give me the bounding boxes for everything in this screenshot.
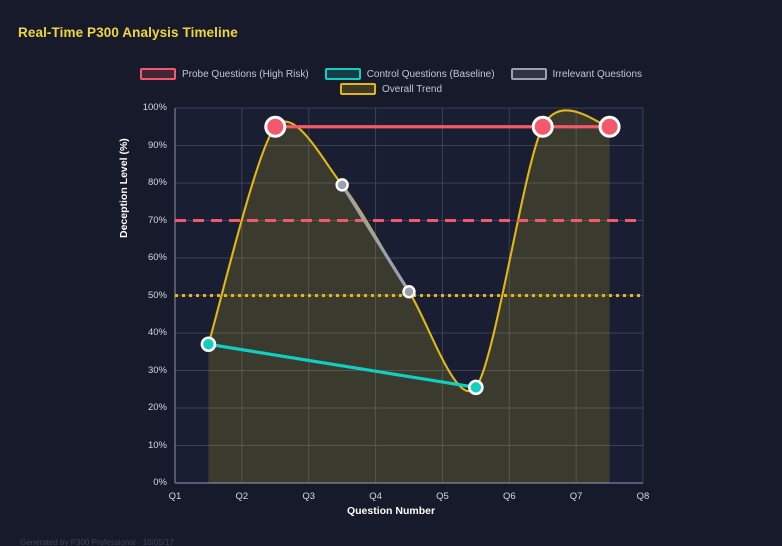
data-point-irrelevant[interactable] [402,285,416,299]
y-axis-tick-label: 80% [147,177,167,188]
page-title: Real-Time P300 Analysis Timeline [18,25,238,40]
footer-note: Generated by P300 Professional - 10/05/1… [20,538,174,546]
x-axis-tick-label: Q5 [436,491,449,502]
x-axis-tick-label: Q3 [302,491,316,502]
x-axis-tick-label: Q2 [235,491,249,502]
data-point-probe[interactable] [264,115,287,138]
data-point-probe[interactable] [598,115,621,138]
y-axis-tick-label: 60% [147,252,167,263]
data-point-probe[interactable] [531,115,554,138]
y-axis-tick-label: 40% [147,327,167,338]
data-point-control[interactable] [200,336,217,353]
x-axis-tick-label: Q1 [168,491,182,502]
series-line-control [206,342,478,389]
y-axis-tick-label: 100% [142,102,167,113]
y-axis-tick-label: 70% [147,214,167,226]
y-axis-tick-label: 10% [147,439,167,451]
x-axis-tick-label: Q4 [369,491,382,502]
data-point-control[interactable] [468,379,484,396]
y-axis-tick-label: 20% [147,402,167,413]
data-point-irrelevant[interactable] [335,178,349,192]
x-axis-title: Question Number [346,505,436,517]
series-line-irrelevant [340,183,411,294]
x-axis-tick-label: Q7 [569,491,583,502]
y-axis-tick-label: 90% [147,139,167,151]
x-axis-tick-label: Q6 [502,491,516,502]
y-axis-tick-label: 30% [147,364,167,376]
y-axis-tick-label: 50% [147,289,167,301]
y-axis-tick-label: 0% [153,477,167,488]
x-axis-tick-label: Q8 [636,491,650,502]
